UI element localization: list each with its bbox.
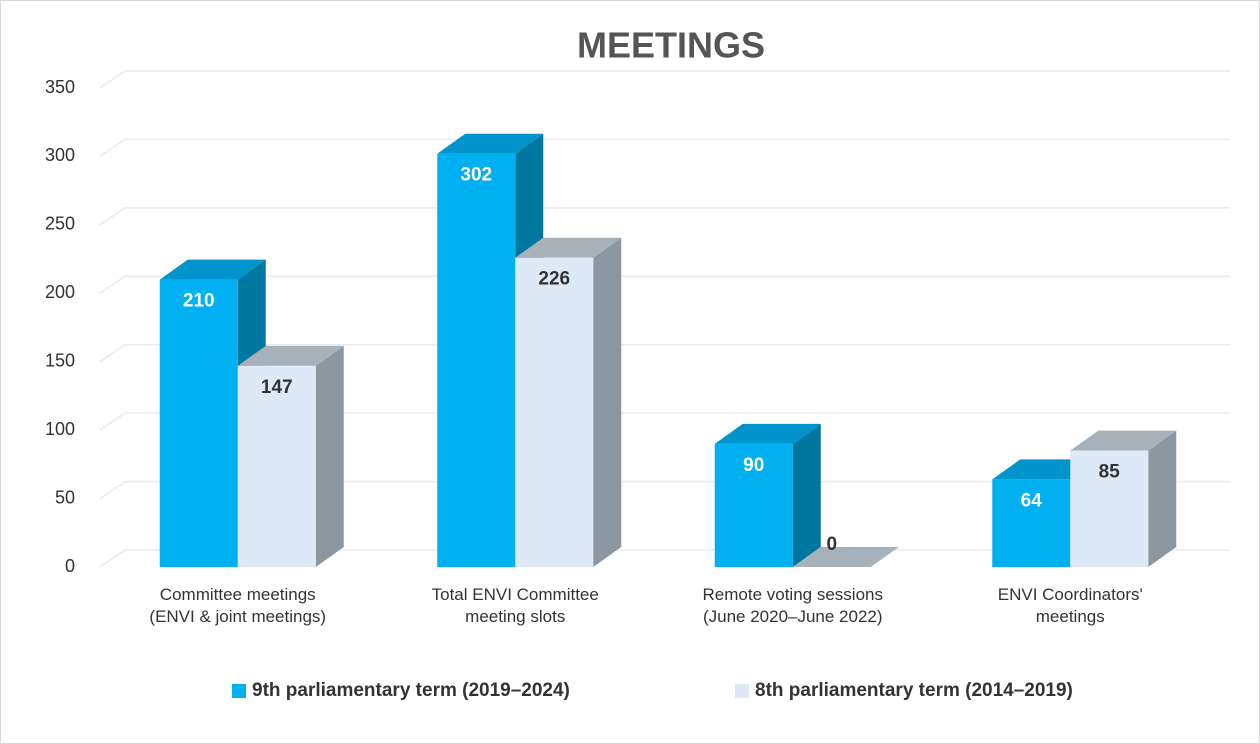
- legend-label: 9th parliamentary term (2019–2024): [252, 680, 570, 701]
- y-tick-label: 50: [55, 487, 75, 507]
- grid-line: [99, 207, 1230, 226]
- bar-front: [237, 365, 316, 567]
- bar: [792, 547, 899, 567]
- bar-side: [593, 237, 622, 567]
- value-label: 85: [1099, 462, 1121, 483]
- grid-line: [99, 412, 1230, 431]
- bar-top: [237, 345, 344, 366]
- y-tick-label: 150: [45, 350, 75, 370]
- grid-line: [99, 138, 1230, 158]
- y-tick-label: 250: [45, 214, 75, 234]
- x-tick-label: Remote voting sessions (June 2020–June 2…: [702, 585, 883, 626]
- y-tick-label: 350: [45, 77, 75, 97]
- bar-front: [992, 479, 1071, 567]
- value-label: 64: [1021, 490, 1043, 511]
- value-label: 226: [538, 269, 570, 290]
- y-tick-label: 100: [45, 419, 75, 439]
- legend-item: 9th parliamentary term (2019–2024): [232, 680, 570, 702]
- y-tick-label: 200: [45, 282, 75, 302]
- bar-top: [159, 259, 266, 280]
- legend-label: 8th parliamentary term (2014–2019): [755, 680, 1073, 701]
- bar: [714, 423, 821, 567]
- legend-swatch: [735, 684, 749, 698]
- y-tick-label: 300: [45, 145, 75, 165]
- value-label: 302: [460, 165, 492, 186]
- grid-line: [99, 70, 1230, 89]
- bar: [1070, 430, 1177, 567]
- legend-item: 8th parliamentary term (2014–2019): [735, 680, 1073, 702]
- bar-top: [714, 423, 821, 444]
- value-label: 147: [261, 377, 293, 398]
- value-label: 90: [743, 455, 764, 476]
- bar-side: [315, 345, 344, 567]
- bar: [237, 345, 344, 567]
- bar-front: [515, 257, 594, 567]
- bar-top: [515, 237, 622, 258]
- x-tick-label: ENVI Coordinators' meetings: [997, 585, 1143, 626]
- bar-top: [792, 547, 899, 567]
- bar-front: [159, 279, 238, 567]
- bar-side: [792, 423, 821, 567]
- bar-front: [1070, 450, 1149, 567]
- bar-top: [1070, 430, 1177, 451]
- value-label: 0: [826, 534, 837, 555]
- chart-title: MEETINGS: [577, 25, 765, 66]
- grid-line: [99, 343, 1230, 363]
- bar-side: [1148, 430, 1177, 567]
- value-label: 210: [183, 291, 215, 312]
- x-tick-label: Total ENVI Committee meeting slots: [431, 585, 599, 626]
- bar-front: [437, 153, 516, 568]
- x-tick-label: Committee meetings (ENVI & joint meeting…: [149, 585, 327, 626]
- bar: [515, 237, 622, 567]
- grid-line: [99, 275, 1230, 294]
- grid-line: [99, 480, 1230, 500]
- legend-swatch: [232, 684, 246, 698]
- bar-top: [437, 133, 544, 154]
- y-tick-label: 0: [65, 556, 75, 576]
- bar-front: [714, 443, 793, 567]
